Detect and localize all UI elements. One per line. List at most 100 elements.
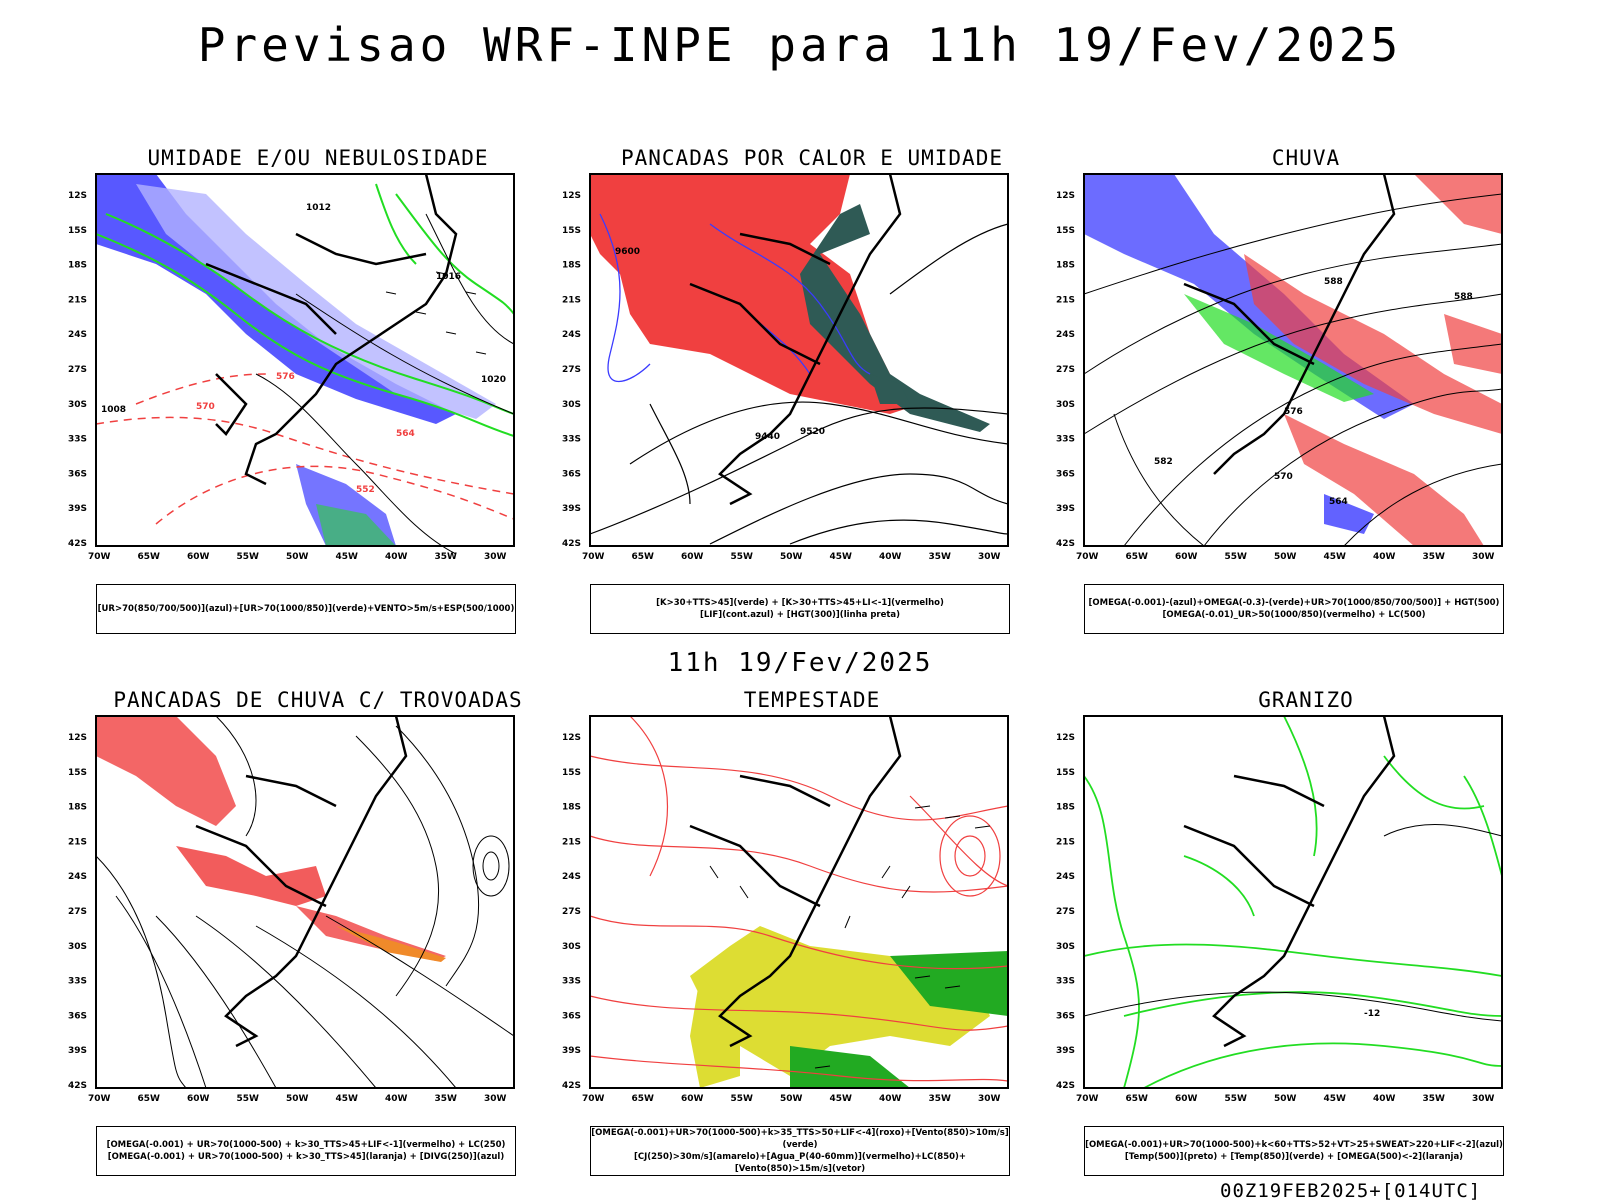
lat-tick-label: 42S <box>562 1081 581 1091</box>
forecast-time-label: 11h 19/Fev/2025 <box>667 648 933 678</box>
lon-tick-label: 50W <box>780 552 803 562</box>
legend-line: [CJ(250)>30m/s](amarelo)+[Agua_P(40-60mm… <box>633 1152 967 1174</box>
model-run-label: 00Z19FEB2025+[014UTC] <box>1220 1180 1482 1202</box>
temp850-contours <box>1083 715 1503 1089</box>
wind-vectors <box>709 805 991 1069</box>
lat-tick-label: 27S <box>562 907 581 917</box>
map-pancadas-calor: 9600 9520 9440 12S 15S 18S 21S 24S 27S 30S 33S 3… <box>562 173 1009 562</box>
contour-labels: 1012 1016 1020 576 570 564 552 1008 <box>101 203 506 495</box>
lon-tick-label: 30W <box>484 552 507 562</box>
lat-tick-label: 39S <box>562 1046 581 1056</box>
legend-line: [LIF](cont.azul) + [HGT(300)](linha pret… <box>699 610 901 620</box>
lon-tick-label: 65W <box>632 1094 655 1104</box>
legend-line: [OMEGA(-0.001)+UR>70(1000-500)+k<60+TTS>… <box>1085 1140 1503 1150</box>
coastline <box>689 715 902 1048</box>
contour-label: 582 <box>1154 457 1173 467</box>
lat-tick-label: 24S <box>1056 330 1075 340</box>
lon-tick-label: 50W <box>286 552 309 562</box>
lat-tick-label: 27S <box>562 365 581 375</box>
map-frame <box>589 715 1009 1089</box>
lon-tick-label: 50W <box>780 1094 803 1104</box>
lon-tick-label: 50W <box>1274 1094 1297 1104</box>
lat-tick-label: 12S <box>1056 191 1075 201</box>
lon-tick-label: 30W <box>978 1094 1001 1104</box>
lat-tick-label: 36S <box>68 469 87 479</box>
lat-tick-label: 36S <box>562 469 581 479</box>
lon-tick-label: 45W <box>830 552 853 562</box>
lon-tick-label: 35W <box>435 1094 458 1104</box>
lat-tick-label: 24S <box>562 872 581 882</box>
lon-tick-label: 35W <box>929 552 952 562</box>
contour-labels: 9600 9520 9440 <box>615 247 825 442</box>
humidity-fields <box>96 174 496 546</box>
lon-tick-label: 40W <box>1373 552 1396 562</box>
lat-tick-label: 12S <box>68 733 87 743</box>
lat-tick-label: 21S <box>68 295 87 305</box>
lat-tick-label: 15S <box>1056 768 1075 778</box>
lat-tick-label: 18S <box>1056 261 1075 271</box>
lon-tick-label: 55W <box>731 552 754 562</box>
legend-line: [UR>70(850/700/500)](azul)+[UR>70(1000/8… <box>97 604 515 614</box>
lat-tick-label: 30S <box>562 400 581 410</box>
lon-tick-label: 40W <box>879 552 902 562</box>
lon-tick-label: 55W <box>731 1094 754 1104</box>
wind-vectors <box>385 271 487 355</box>
panel-trovoadas: PANCADAS DE CHUVA C/ TROVOADAS 12S <box>68 688 558 1176</box>
lat-tick-label: 33S <box>1056 977 1075 987</box>
lat-tick-label: 21S <box>562 295 581 305</box>
map-frame <box>589 173 1009 547</box>
panel-title: UMIDADE E/OU NEBULOSIDADE <box>147 146 489 170</box>
streamlines <box>95 715 515 1089</box>
lon-tick-label: 35W <box>1423 1094 1446 1104</box>
lon-tick-label: 40W <box>385 552 408 562</box>
lon-tick-label: 70W <box>1076 1094 1099 1104</box>
coastline <box>689 173 902 506</box>
lon-tick-label: 65W <box>138 1094 161 1104</box>
lat-tick-label: 21S <box>68 837 87 847</box>
lat-tick-label: 36S <box>1056 469 1075 479</box>
lon-tick-label: 50W <box>286 1094 309 1104</box>
contour-label: 9520 <box>800 427 825 437</box>
contour-label: 564 <box>1329 497 1348 507</box>
lon-tick-label: 65W <box>1126 1094 1149 1104</box>
water-contours <box>589 715 1009 1082</box>
legend-line: [OMEGA(-0.001)-(azul)+OMEGA(-0.3)-(verde… <box>1088 598 1500 608</box>
lon-tick-label: 45W <box>830 1094 853 1104</box>
lat-tick-label: 27S <box>1056 365 1075 375</box>
legend-line: [OMEGA(-0.001)+UR>70(1000-500)+k>35_TTS>… <box>591 1128 1009 1150</box>
lat-tick-label: 36S <box>1056 1011 1075 1021</box>
legend-line: [OMEGA(-0.001) + UR>70(1000-500) + k>30_… <box>106 1140 506 1150</box>
lon-tick-label: 55W <box>1225 1094 1248 1104</box>
lat-tick-label: 15S <box>562 226 581 236</box>
lat-tick-label: 15S <box>562 768 581 778</box>
lon-tick-label: 65W <box>632 552 655 562</box>
lon-tick-label: 60W <box>681 1094 704 1104</box>
lon-tick-label: 55W <box>237 552 260 562</box>
lat-tick-label: 36S <box>562 1011 581 1021</box>
isobars <box>255 213 515 555</box>
lat-tick-label: 33S <box>562 435 581 445</box>
lat-tick-label: 12S <box>562 191 581 201</box>
legend-line: [OMEGA(-0.001) + UR>70(1000-500) + k>30_… <box>107 1152 505 1162</box>
coastline <box>1183 715 1396 1048</box>
panel-chuva: CHUVA 588 588 582 576 <box>1056 146 1546 634</box>
lon-tick-label: 50W <box>1274 552 1297 562</box>
lon-tick-label: 30W <box>1472 1094 1495 1104</box>
lon-tick-label: 60W <box>1175 1094 1198 1104</box>
map-frame <box>95 173 515 547</box>
map-frame <box>95 715 515 1089</box>
lon-tick-label: 35W <box>929 1094 952 1104</box>
map-frame <box>1083 715 1503 1089</box>
contour-label: 9440 <box>755 432 780 442</box>
map-umidade: 1012 1016 1020 576 570 564 552 1008 12S 1… <box>68 173 515 562</box>
panel-umidade: UMIDADE E/OU NEBULOSIDADE <box>68 146 558 634</box>
contour-label: 588 <box>1454 292 1473 302</box>
lat-tick-label: 21S <box>1056 837 1075 847</box>
page-title: Previsao WRF-INPE para 11h 19/Fev/2025 <box>197 18 1403 72</box>
lat-tick-label: 18S <box>562 803 581 813</box>
lon-tick-label: 30W <box>978 552 1001 562</box>
lat-tick-label: 27S <box>68 907 87 917</box>
lat-tick-label: 24S <box>68 330 87 340</box>
lon-tick-label: 70W <box>582 552 605 562</box>
